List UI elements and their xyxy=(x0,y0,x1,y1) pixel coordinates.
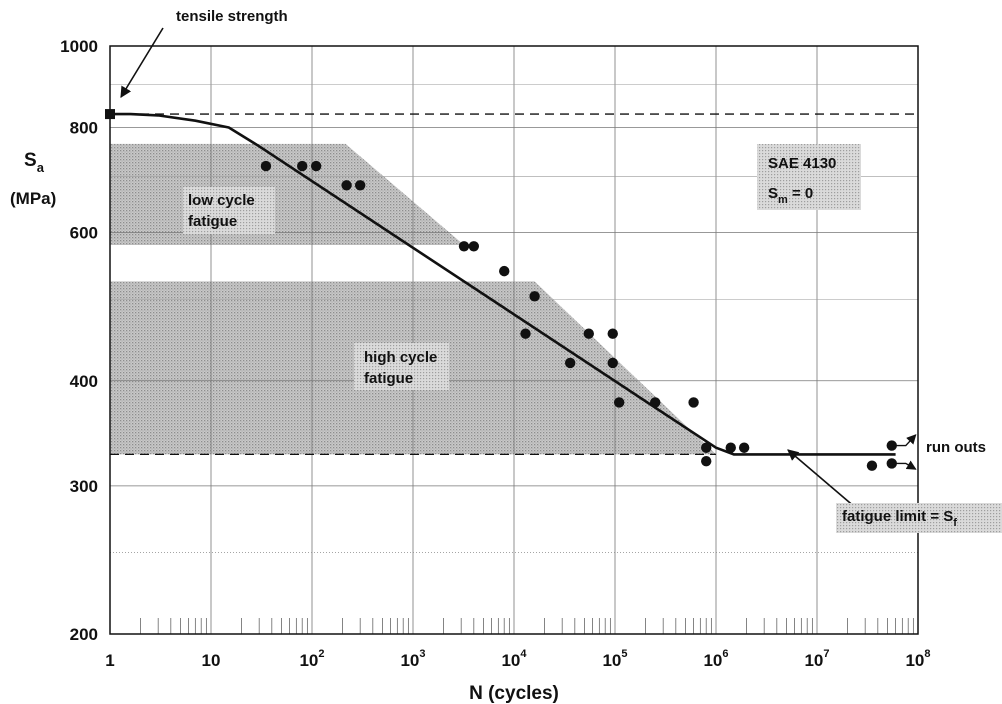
high-cycle-label-line1: high cycle xyxy=(364,349,437,366)
data-point xyxy=(354,180,366,191)
tensile-strength-marker xyxy=(105,109,115,120)
y-tick-label: 200 xyxy=(70,625,98,644)
data-point xyxy=(607,357,618,369)
low-cycle-fatigue-region xyxy=(110,143,465,246)
x-tick-label: 10 xyxy=(202,651,221,670)
data-point xyxy=(738,442,750,453)
data-points xyxy=(260,160,897,471)
x-tick-label: 103 xyxy=(400,648,425,670)
fatigue-limit-label: fatigue limit = Sf xyxy=(842,508,957,529)
data-point xyxy=(649,397,661,408)
data-point xyxy=(520,328,531,339)
y-axis-symbol: Sa xyxy=(24,150,45,175)
data-point xyxy=(866,460,878,471)
mean-stress-label: Sm = 0 xyxy=(768,185,813,206)
data-point xyxy=(310,160,322,172)
x-tick-label: 107 xyxy=(804,648,829,670)
y-tick-label: 400 xyxy=(70,372,98,391)
data-point xyxy=(701,442,712,453)
reference-lines xyxy=(110,113,918,456)
annotation-arrows xyxy=(120,27,917,509)
data-point xyxy=(701,455,712,467)
run-out-arrow xyxy=(891,460,917,470)
high-cycle-label-line2: fatigue xyxy=(364,370,413,387)
x-axis-label: N (cycles) xyxy=(469,683,559,704)
data-point xyxy=(607,328,618,339)
y-tick-label: 300 xyxy=(70,477,98,496)
x-tick-label: 108 xyxy=(905,648,930,670)
data-point xyxy=(297,160,308,172)
sn-curve-layer xyxy=(105,109,896,456)
y-tick-labels: 1000 800 600 400 300 200 xyxy=(60,37,98,644)
minor-ticks xyxy=(140,618,914,634)
tensile-strength-label: tensile strength xyxy=(176,8,288,25)
data-point xyxy=(564,357,576,369)
x-tick-label: 106 xyxy=(703,648,728,670)
x-tick-label: 105 xyxy=(602,648,627,670)
low-cycle-label-line2: fatigue xyxy=(188,213,237,230)
data-point xyxy=(458,241,470,252)
data-point xyxy=(583,328,594,339)
low-cycle-label-box xyxy=(183,187,275,234)
data-point xyxy=(725,442,736,453)
x-tick-label: 102 xyxy=(299,648,324,670)
x-tick-label: 104 xyxy=(501,648,527,670)
data-point xyxy=(260,160,272,172)
y-axis-unit: (MPa) xyxy=(10,189,56,208)
y-tick-label: 600 xyxy=(70,224,98,243)
run-out-arrow xyxy=(891,434,917,447)
data-point xyxy=(688,397,699,408)
data-point xyxy=(499,265,510,277)
tensile-strength-arrow xyxy=(120,27,164,98)
low-cycle-label-line1: low cycle xyxy=(188,192,255,209)
y-tick-label: 1000 xyxy=(60,37,98,56)
sn-curve xyxy=(110,112,896,456)
data-point xyxy=(468,241,480,252)
data-point xyxy=(613,397,625,408)
x-tick-labels: 1 10 102 103 104 105 106 107 108 xyxy=(105,648,930,670)
plot-frame xyxy=(109,45,919,635)
data-point xyxy=(341,180,352,191)
x-tick-label: 1 xyxy=(105,651,114,670)
fatigue-limit-arrow xyxy=(787,449,857,509)
fatigue-limit-box xyxy=(836,503,1002,533)
material-label: SAE 4130 xyxy=(768,155,836,172)
material-box xyxy=(757,144,861,210)
run-outs-label: run outs xyxy=(926,439,986,456)
data-point xyxy=(529,291,540,302)
y-tick-label: 800 xyxy=(70,119,98,138)
high-cycle-label-box xyxy=(354,343,449,390)
